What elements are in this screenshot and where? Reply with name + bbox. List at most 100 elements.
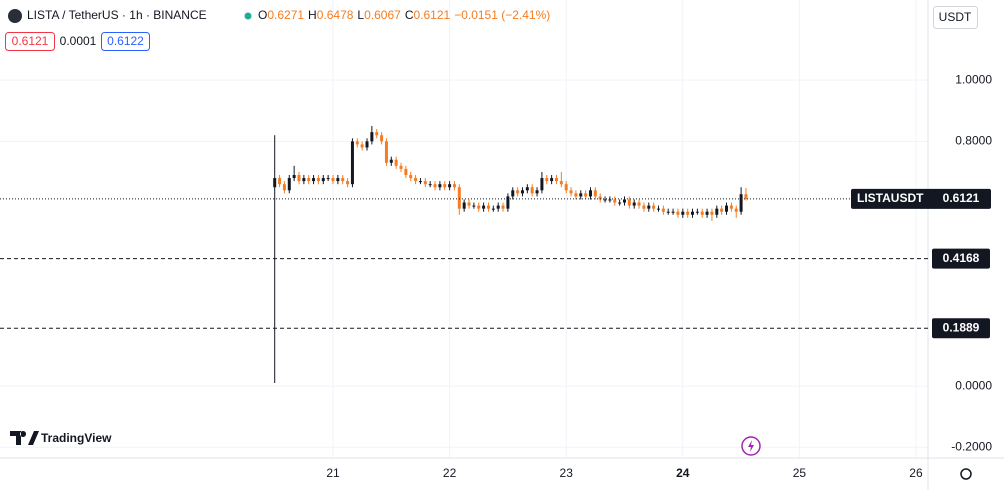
candle-body (350, 141, 354, 185)
candle-body (399, 165, 403, 169)
candle-body (341, 178, 345, 182)
price-label-bg (932, 248, 990, 269)
candle-body (477, 205, 481, 209)
currency-label[interactable]: USDT (939, 10, 972, 24)
x-tick-label: 26 (909, 466, 923, 480)
ohlc-key: O (258, 8, 267, 22)
brand-name: TradingView (41, 431, 112, 445)
buy-price[interactable]: 0.6122 (107, 34, 144, 48)
price-label-bg (932, 318, 990, 339)
candle-body (681, 211, 685, 215)
candle-body (516, 190, 520, 194)
candle-body (622, 199, 626, 203)
candle-body (297, 175, 301, 182)
candle-body (598, 196, 602, 200)
candle-body (691, 211, 695, 215)
candle-body (613, 199, 617, 203)
candle-body (287, 178, 291, 191)
x-tick-label: 23 (560, 466, 574, 480)
candle-body (375, 132, 379, 136)
candle-body (302, 178, 306, 182)
ticker-label: LISTAUSDT (857, 191, 924, 205)
candle-body (608, 199, 612, 201)
candle-body (501, 205, 505, 209)
candle-body (443, 184, 447, 188)
candle-body (540, 178, 544, 191)
ohlc-change: −0.0151 (−2.41%) (454, 8, 550, 22)
ohlc-key: L (357, 8, 364, 22)
candle-body (574, 193, 578, 197)
bolt (748, 440, 754, 452)
candle-body (312, 178, 316, 182)
brand-logo: TradingView (10, 431, 112, 445)
y-tick-label: -0.2000 (951, 439, 992, 453)
ohlc-key: H (308, 8, 317, 22)
candle-body (715, 208, 719, 215)
candle-body (370, 132, 374, 142)
candle-body (584, 193, 588, 197)
candle-body (394, 159, 398, 166)
x-tick-label: 24 (676, 466, 690, 480)
currency-button[interactable] (933, 6, 978, 29)
candle-body (695, 211, 699, 213)
plot-area (0, 0, 928, 458)
candle-body (316, 178, 320, 182)
candle-body (389, 159, 393, 163)
candle-body (384, 141, 388, 163)
candle-body (472, 205, 476, 207)
candle-body (380, 135, 384, 142)
candle-body (627, 199, 631, 206)
candle-body (346, 181, 350, 185)
candle-body (409, 175, 413, 179)
candle-body (535, 190, 539, 194)
spread: 0.0001 (60, 34, 97, 48)
candle-body (554, 178, 558, 182)
candle-body (404, 168, 408, 176)
candle-body (710, 211, 714, 215)
y-tick-label: 0.8000 (955, 134, 992, 148)
candle-body (700, 211, 704, 215)
candle-body (414, 178, 418, 182)
ohlc-key: C (405, 8, 414, 22)
ohlc-value: 0.6121 (413, 8, 450, 22)
candle-body (433, 184, 437, 188)
symbol-icon (8, 9, 22, 23)
candle-body (448, 184, 452, 188)
sell-price[interactable]: 0.6121 (12, 34, 49, 48)
x-tick-label: 25 (793, 466, 807, 480)
candle-body (511, 190, 515, 197)
last-price-label: 0.6121 (943, 191, 980, 205)
candle-body (588, 190, 592, 197)
ohlc-legend: O0.6271 H0.6478 L0.6067 C0.6121 −0.0151 (−2.… (258, 8, 550, 22)
candle-body (661, 208, 665, 212)
candle-body (642, 205, 646, 209)
candle-body (671, 211, 675, 213)
candle-body (739, 194, 743, 212)
candle-body (632, 202, 636, 206)
logo-icon (10, 431, 39, 445)
candle-body (734, 208, 738, 212)
y-tick-label: 0.0000 (955, 378, 992, 392)
candle-body (593, 190, 597, 197)
candle-body (491, 208, 495, 210)
candle-body (579, 193, 583, 197)
candle-body (467, 202, 471, 206)
candle-body (462, 202, 466, 209)
candle-body (647, 205, 651, 209)
candle-body (418, 181, 422, 183)
settings-icon[interactable] (960, 468, 972, 480)
buy-button[interactable] (101, 32, 150, 51)
candle-body (705, 211, 709, 215)
candle-body (292, 175, 296, 179)
candle-body (365, 141, 369, 148)
candle-body (326, 178, 330, 180)
ohlc-value: 0.6271 (267, 8, 304, 22)
sell-button[interactable] (5, 32, 55, 51)
candle-body (321, 178, 325, 182)
candle-body (506, 196, 510, 209)
candle-body (496, 205, 500, 209)
market-status (244, 12, 252, 20)
candle-body (307, 178, 311, 182)
candle-body (676, 211, 680, 215)
